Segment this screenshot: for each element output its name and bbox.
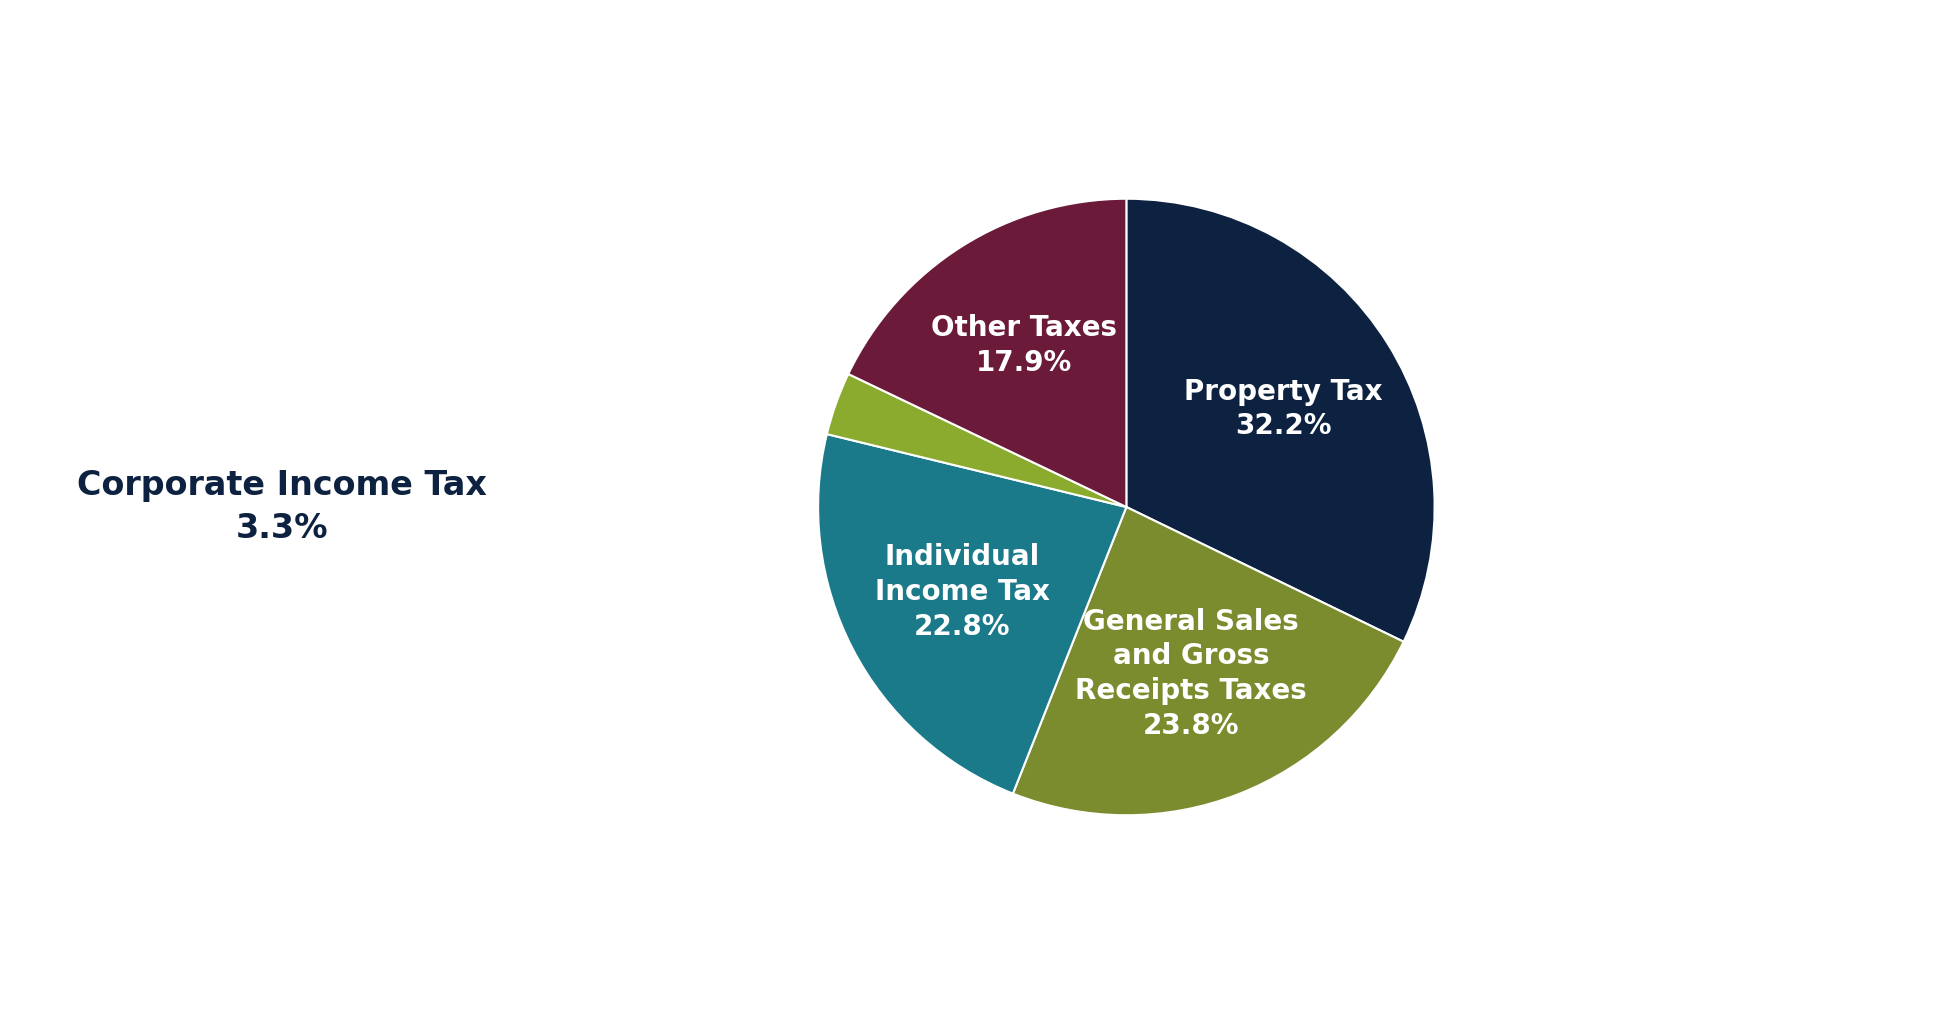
Wedge shape bbox=[849, 199, 1126, 507]
Text: General Sales
and Gross
Receipts Taxes
23.8%: General Sales and Gross Receipts Taxes 2… bbox=[1076, 607, 1307, 739]
Text: Corporate Income Tax
3.3%: Corporate Income Tax 3.3% bbox=[76, 468, 487, 546]
Text: Property Tax
32.2%: Property Tax 32.2% bbox=[1185, 377, 1383, 440]
Wedge shape bbox=[1014, 507, 1404, 815]
Text: Other Taxes
17.9%: Other Taxes 17.9% bbox=[932, 314, 1117, 376]
Text: Individual
Income Tax
22.8%: Individual Income Tax 22.8% bbox=[874, 544, 1049, 641]
Wedge shape bbox=[827, 374, 1126, 507]
Wedge shape bbox=[1126, 199, 1435, 642]
Wedge shape bbox=[818, 434, 1126, 794]
